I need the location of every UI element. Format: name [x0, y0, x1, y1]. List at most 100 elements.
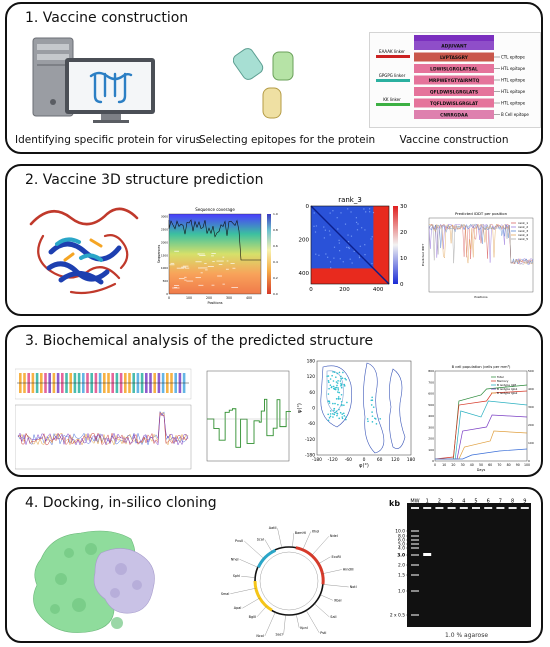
- coverage-xtick: 200: [206, 296, 212, 300]
- pae-speckle: [327, 256, 329, 258]
- coverage-gap: [225, 268, 229, 270]
- coverage-gap: [174, 250, 179, 252]
- panel-title: 4. Docking, in-silico cloning: [25, 495, 217, 511]
- pae-speckle: [339, 258, 341, 260]
- segment-sequence: TQFLDWISLGRGLAT: [430, 101, 478, 107]
- segment-sequence: QFLDWISLGRGLATS: [430, 89, 478, 95]
- plddt-xlabel: Positions: [474, 295, 488, 299]
- rama-point: [328, 381, 330, 384]
- immune-xtick: 30: [461, 463, 465, 467]
- immune-ytick-right: 500: [528, 369, 534, 373]
- coverage-gap: [182, 265, 189, 267]
- plasmid-site-leader: [306, 610, 320, 633]
- pae-cbar-tick: 0: [400, 282, 404, 288]
- rama-point: [328, 387, 330, 390]
- coverage-gap: [184, 276, 187, 278]
- pae-speckle: [344, 223, 347, 225]
- rama-contour: [320, 365, 352, 428]
- coverage-gap: [222, 256, 225, 258]
- pae-speckle: [364, 254, 366, 256]
- gel-marker-label: 2 x 0.5: [390, 613, 405, 619]
- pae-speckle: [346, 246, 348, 248]
- coverage-gap: [197, 253, 205, 255]
- coverage-gap: [174, 287, 178, 288]
- plasmid-site-leader: [230, 588, 256, 594]
- panel-title: 1. Vaccine construction: [25, 10, 189, 26]
- coverage-gap: [176, 267, 185, 269]
- plasmid-site-label: PstI: [320, 631, 326, 635]
- pae-xtick: 0: [309, 287, 313, 293]
- rama-ytick: -180: [305, 453, 315, 459]
- pae-speckle: [347, 208, 349, 210]
- coverage-xlabel: Positions: [208, 301, 223, 305]
- pae-speckle: [355, 221, 358, 224]
- gel-lane-label: 6: [487, 499, 490, 505]
- gel-marker-label: 5.0: [398, 542, 405, 548]
- ladder-band: [411, 547, 419, 549]
- sequence-coverage-plot: Sequence coverage 0 100 200 300 400 0 500 1000 15…: [157, 207, 278, 305]
- plasmid-site-leader: [239, 559, 258, 568]
- pae-speckle: [348, 247, 350, 250]
- rama-point: [332, 385, 335, 388]
- segment-sequence: ADJUVANT: [441, 43, 466, 49]
- plasmid-site-leader: [244, 540, 264, 559]
- rama-point: [345, 379, 347, 381]
- coverage-gap: [211, 253, 216, 254]
- panel-biochemical-analysis: 3. Biochemical analysis of the predicted…: [5, 325, 543, 477]
- rama-point: [344, 377, 346, 380]
- coverage-gap: [216, 260, 224, 262]
- plddt-legend-label: rank_3: [518, 229, 528, 233]
- gel-marker-label: 4.0: [398, 546, 405, 552]
- plasmid-site-leader: [320, 594, 334, 601]
- gel-well: [496, 507, 505, 509]
- pae-colorbar: [393, 206, 398, 284]
- pae-speckle: [355, 217, 357, 219]
- rama-point: [340, 386, 343, 389]
- rama-point: [337, 396, 340, 398]
- rama-point: [370, 399, 373, 402]
- rama-point: [372, 406, 375, 408]
- pae-speckle: [356, 229, 359, 231]
- gel-marker-label: 6.0: [398, 538, 405, 544]
- ladder-band: [411, 614, 419, 616]
- coverage-title: Sequence coverage: [195, 207, 235, 212]
- coverage-xtick: 0: [168, 296, 170, 300]
- rama-ytick: -60: [308, 421, 315, 427]
- rama-point: [338, 408, 340, 411]
- pae-speckle: [347, 241, 350, 243]
- immune-xtick: 80: [507, 463, 511, 467]
- rama-point: [327, 413, 329, 416]
- rama-point: [337, 391, 339, 393]
- rama-point: [334, 411, 336, 414]
- rama-point: [332, 380, 335, 382]
- rama-point: [334, 388, 337, 391]
- plasmid-site-leader: [302, 531, 311, 550]
- coverage-gap: [204, 263, 207, 265]
- pae-speckle: [370, 238, 372, 240]
- rama-point: [335, 376, 337, 378]
- rama-contour: [389, 368, 406, 449]
- pae-speckle: [371, 236, 373, 238]
- gel-lane-label: 1: [426, 499, 429, 505]
- rama-point: [327, 419, 330, 422]
- pae-speckle: [333, 246, 336, 248]
- coverage-cbar-tick: 0.4: [273, 260, 278, 264]
- ladder-band: [411, 574, 419, 576]
- immune-series-line: [434, 390, 528, 460]
- gel-marker-label: 8.0: [398, 534, 405, 540]
- plasmid-site-label: SacI: [275, 633, 282, 637]
- linker-label: GPGPG linker: [379, 73, 406, 78]
- construct-segment: [414, 87, 494, 96]
- coverage-colorbar: [267, 214, 271, 294]
- gel-lane-label: MW: [410, 499, 419, 505]
- plasmid-site-label: BglII: [249, 615, 256, 619]
- coverage-gap: [170, 262, 175, 264]
- plasmid-site-label: AatII: [269, 526, 277, 530]
- rama-point: [329, 410, 332, 412]
- rama-point: [337, 389, 340, 391]
- pae-speckle: [372, 211, 375, 214]
- panel-3d-structure: 2. Vaccine 3D structure prediction Seque…: [5, 164, 543, 316]
- rama-point: [329, 413, 332, 415]
- panel-docking-cloning: 4. Docking, in-silico cloning BamHI XhoI N…: [5, 487, 543, 643]
- coverage-gap: [211, 255, 214, 257]
